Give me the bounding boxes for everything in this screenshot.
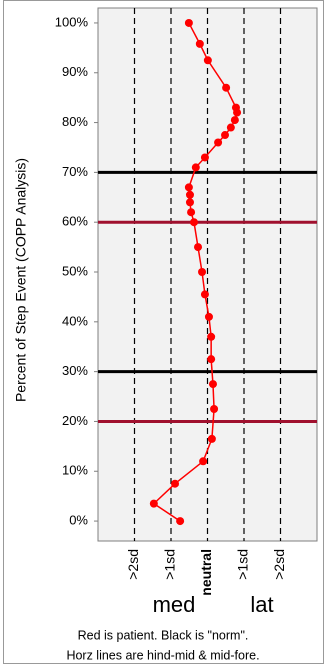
data-point <box>198 268 207 277</box>
data-point <box>207 332 216 341</box>
data-point <box>226 123 235 132</box>
y-tick-label: 50% <box>62 263 88 278</box>
data-point <box>184 183 193 192</box>
data-point <box>195 39 204 48</box>
data-point <box>233 108 242 117</box>
data-point <box>207 434 216 443</box>
data-point <box>204 312 213 321</box>
y-tick-label: 60% <box>62 214 88 229</box>
y-tick-label: 100% <box>55 14 89 29</box>
data-point <box>230 116 239 125</box>
y-tick-label: 40% <box>62 313 88 328</box>
data-point <box>200 153 209 162</box>
y-tick-label: 10% <box>62 463 88 478</box>
note: Horz lines are hind-mid & mid-fore. <box>66 648 259 662</box>
data-point <box>176 517 185 526</box>
data-point <box>185 190 194 199</box>
y-tick-label: 30% <box>62 363 88 378</box>
x-tick-label: >1sd <box>162 549 178 580</box>
data-point <box>221 131 230 140</box>
data-point <box>210 404 219 413</box>
axis-annotation: med <box>153 592 196 617</box>
axis-annotation: lat <box>250 592 273 617</box>
data-point <box>208 380 217 389</box>
data-point <box>207 355 216 364</box>
data-point <box>149 499 158 508</box>
x-tick-label: neutral <box>198 549 214 596</box>
x-tick-label: >2sd <box>271 549 287 580</box>
data-point <box>189 218 198 227</box>
data-point <box>185 198 194 207</box>
note: Red is patient. Black is "norm". <box>78 628 249 642</box>
data-point <box>187 208 196 217</box>
x-tick-label: >1sd <box>235 549 251 580</box>
data-point <box>203 56 212 65</box>
data-point <box>194 243 203 252</box>
data-point <box>199 457 208 466</box>
data-point <box>171 479 180 488</box>
x-tick-label: >2sd <box>125 549 141 580</box>
y-tick-label: 0% <box>69 513 88 528</box>
data-point <box>191 163 200 172</box>
y-tick-label: 90% <box>62 64 88 79</box>
data-point <box>214 138 223 147</box>
y-tick-label: 20% <box>62 413 88 428</box>
data-point <box>184 18 193 27</box>
y-tick-label: 70% <box>62 164 88 179</box>
y-tick-label: 80% <box>62 114 88 129</box>
data-point <box>222 83 231 92</box>
data-point <box>200 290 209 299</box>
y-axis-label: Percent of Step Event (COPP Analysis) <box>13 158 29 402</box>
